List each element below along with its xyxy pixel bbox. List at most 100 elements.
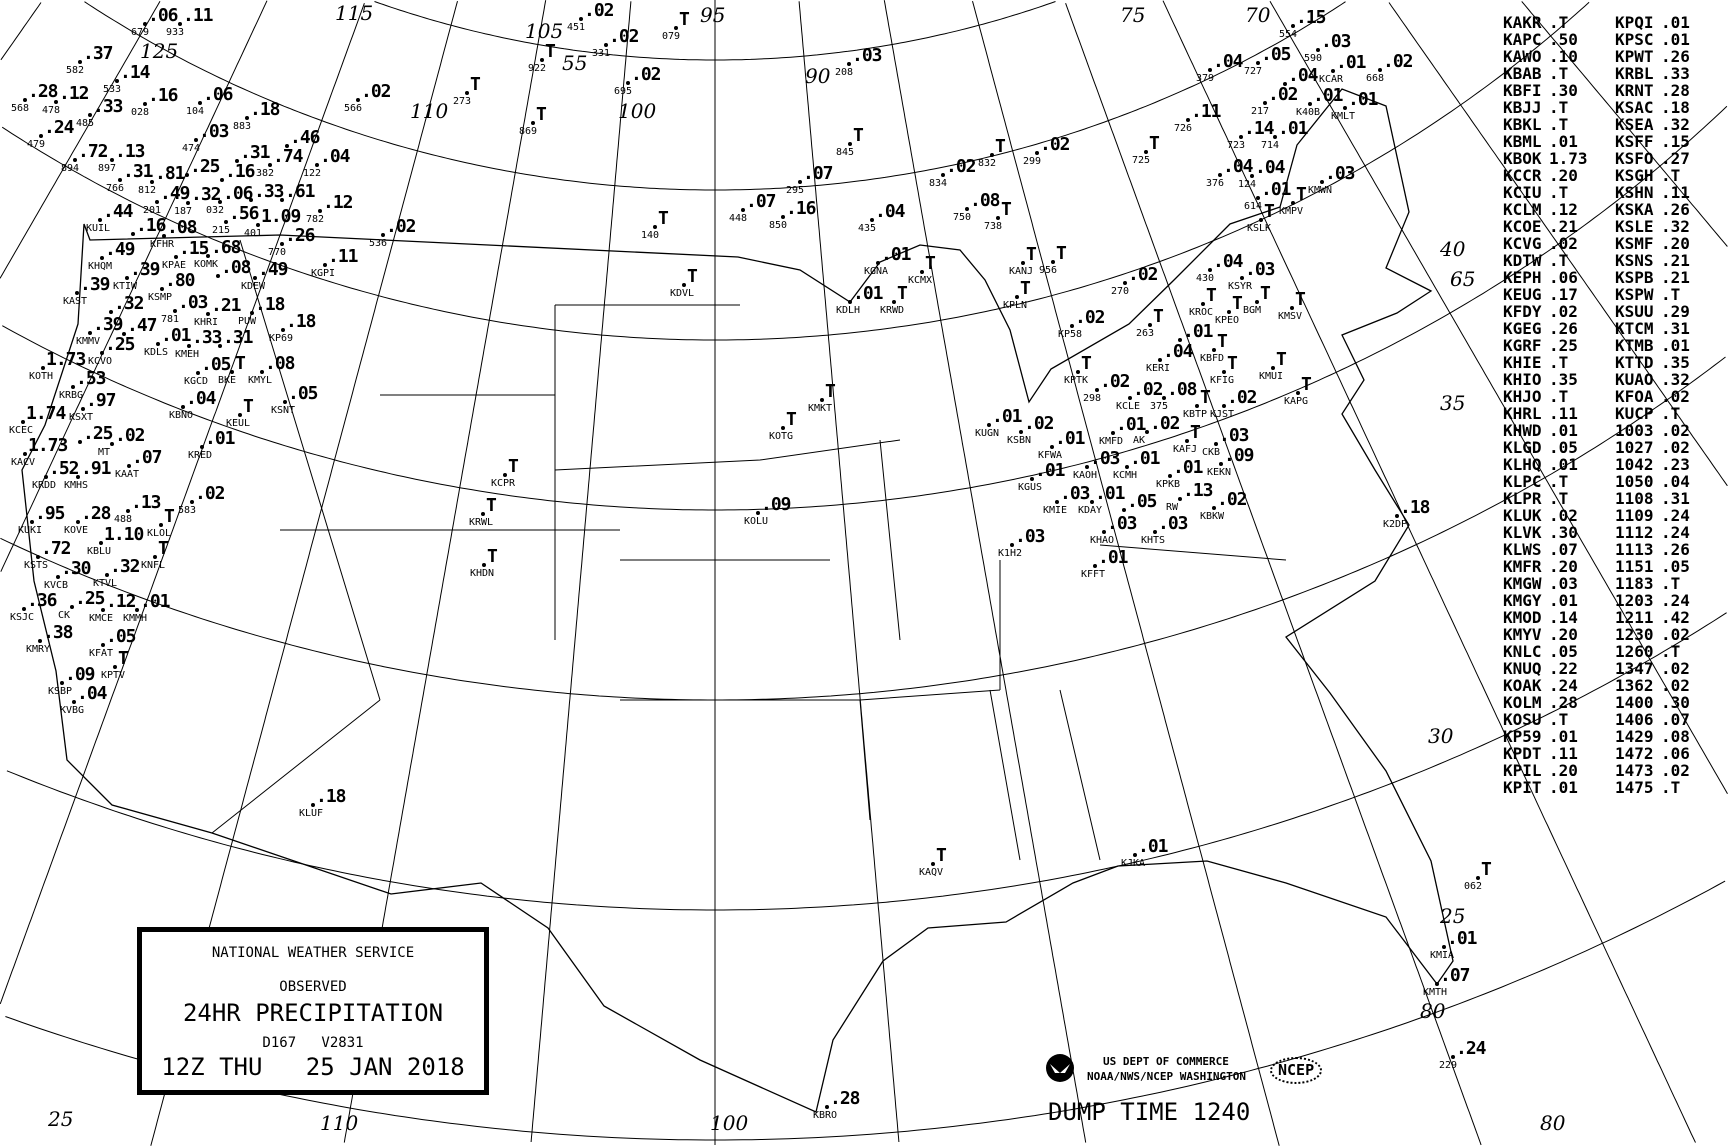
- precip-value: .01: [1313, 85, 1343, 106]
- precip-value: .25: [83, 423, 113, 444]
- precip-value: .08: [221, 257, 251, 278]
- station-dot: [540, 58, 544, 62]
- station-id: 766: [106, 183, 125, 194]
- precip-value: .04: [1255, 157, 1285, 178]
- station-id: 1050: [1615, 472, 1654, 491]
- precip-value: .18: [1400, 497, 1430, 518]
- product-title: 24HR PRECIPITATION: [182, 999, 444, 1027]
- meridian-line: [1521, 1, 1728, 247]
- station-dot: [110, 158, 114, 162]
- station-dot: [76, 520, 80, 524]
- grid-label: 100: [618, 99, 657, 123]
- station-dot: [323, 263, 327, 267]
- precip-value: .39: [130, 259, 160, 280]
- precip-value: .01: [1278, 118, 1308, 139]
- precip-value: T: [658, 208, 669, 229]
- precip-value: .49: [258, 259, 288, 280]
- station-id: KVBG: [60, 705, 85, 716]
- meridian-line: [1162, 0, 1696, 1143]
- precip-value: .17: [1549, 285, 1578, 304]
- station-id: KSJC: [10, 612, 35, 623]
- station-dot: [131, 232, 135, 236]
- meridian-line: [972, 0, 1280, 1146]
- table-row: KAPC .50 KPSC .01: [1503, 31, 1727, 48]
- precip-value: .03: [1219, 425, 1249, 446]
- table-row: KEUG .17 KSPW .T: [1503, 286, 1727, 303]
- station-dot: [113, 665, 117, 669]
- station-id: KGPI: [311, 268, 336, 279]
- station-id: KOVE: [64, 525, 89, 536]
- station-id: KFOA: [1615, 387, 1654, 406]
- precip-value: .02: [1661, 438, 1690, 457]
- station-id: 727: [1244, 66, 1263, 77]
- table-row: KBFI .30 KRNT .28: [1503, 82, 1727, 99]
- precip-value: .32: [191, 184, 221, 205]
- precip-value: .11: [1549, 404, 1578, 423]
- station-dot: [1212, 348, 1216, 352]
- precip-value: .14: [120, 62, 150, 83]
- station-id: KDTW: [1503, 251, 1542, 270]
- station-id: KFDY: [1503, 302, 1542, 321]
- station-dot: [186, 201, 190, 205]
- station-dot: [1090, 500, 1094, 504]
- station-dot: [1185, 439, 1189, 443]
- station-id: KTMB: [1615, 336, 1654, 355]
- precip-value: .18: [255, 294, 285, 315]
- station-dot: [1395, 514, 1399, 518]
- precip-value: .T: [1661, 285, 1681, 304]
- station-id: KCOE: [1503, 217, 1542, 236]
- station-id: 1112: [1615, 523, 1654, 542]
- station-id: KMIE: [1043, 505, 1068, 516]
- station-dot: [503, 473, 507, 477]
- dump-time: DUMP TIME 1240: [1048, 1098, 1251, 1126]
- station-id: KGRF: [1503, 336, 1542, 355]
- station-dot: [280, 242, 284, 246]
- station-id: KTIW: [113, 281, 138, 292]
- station-id: 1151: [1615, 557, 1654, 576]
- precip-value: .97: [86, 390, 116, 411]
- ncep-logo: NCEP: [1270, 1057, 1323, 1084]
- station-dot: [60, 681, 64, 685]
- meridian-line: [1269, 1, 1728, 794]
- meridian-line: [883, 0, 1087, 1143]
- station-dot: [105, 573, 109, 577]
- station-id: KLGD: [1503, 438, 1542, 457]
- station-id: 1406: [1615, 710, 1654, 729]
- station-id: 201: [143, 205, 162, 216]
- station-id: 566: [344, 103, 363, 114]
- product-codes: D167 V2831: [262, 1035, 364, 1051]
- station-dot: [315, 163, 319, 167]
- station-id: KCCR: [1503, 166, 1542, 185]
- station-id: 956: [1039, 265, 1058, 276]
- station-id: 488: [114, 514, 133, 525]
- station-id: KRED: [188, 450, 213, 461]
- station-id: 208: [835, 67, 854, 78]
- precip-value: .12: [323, 192, 353, 213]
- station-id: KCIU: [1503, 183, 1542, 202]
- table-row: KLPC .T 1050 .04: [1503, 473, 1727, 490]
- station-id: KMTH: [1423, 987, 1448, 998]
- grid-label: 65: [1450, 267, 1476, 291]
- precip-value: .11: [1549, 744, 1578, 763]
- station-id: KNLC: [1503, 642, 1542, 661]
- precip-value: .15: [1296, 7, 1326, 28]
- station-id: KANJ: [1009, 266, 1034, 277]
- precip-value: .24: [1456, 1038, 1486, 1059]
- table-row: KPIL .20 1473 .02: [1503, 762, 1727, 779]
- station-dot: [1102, 530, 1106, 534]
- precip-value: .01: [1173, 457, 1203, 478]
- precip-value: .02: [1661, 421, 1690, 440]
- table-row: KBML .01 KSFF .15: [1503, 133, 1727, 150]
- station-id: KSBP: [48, 686, 73, 697]
- table-row: KPIT .01 1475 .T: [1503, 779, 1727, 796]
- station-id: KOLU: [744, 516, 769, 527]
- precip-value: .T: [1549, 13, 1569, 32]
- precip-value: .02: [1549, 234, 1578, 253]
- station-id: KSLE: [1615, 217, 1654, 236]
- precip-value: .02: [1661, 761, 1690, 780]
- precip-value: .T: [1661, 778, 1681, 797]
- precip-value: 1.73: [1549, 149, 1588, 168]
- station-id: 1108: [1615, 489, 1654, 508]
- precip-value: .05: [288, 383, 318, 404]
- precip-value: .09: [65, 664, 95, 685]
